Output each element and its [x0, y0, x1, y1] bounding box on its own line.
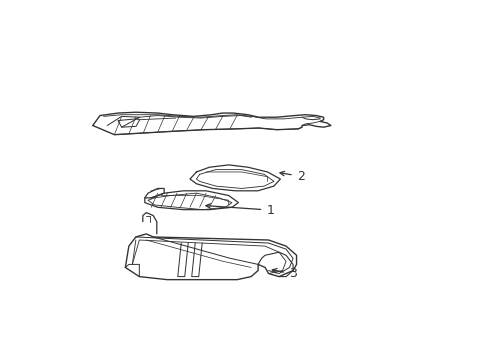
Text: 1: 1	[206, 203, 274, 217]
Text: 2: 2	[280, 170, 305, 183]
Text: 3: 3	[272, 267, 297, 280]
